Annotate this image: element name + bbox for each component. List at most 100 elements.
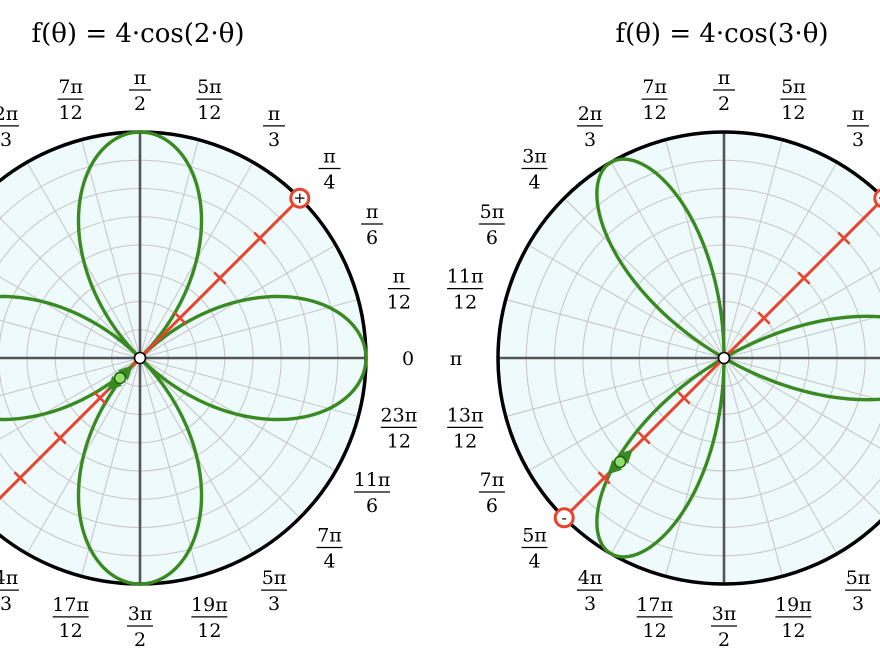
angle-label-numerator: 11π: [354, 469, 391, 491]
rose-curve: [0, 130, 368, 586]
angle-label: 7π6: [478, 469, 505, 517]
angle-label: 2π3: [577, 103, 603, 151]
angle-label-denominator: 3: [0, 593, 12, 615]
ray-tick: [13, 471, 27, 485]
angle-label-numerator: π: [366, 201, 379, 223]
angle-label-numerator: 7π: [58, 76, 83, 98]
angle-label-denominator: 3: [584, 593, 596, 615]
ray-tick: [597, 471, 611, 485]
plot-title: f(θ) = 4·cos(3·θ): [616, 19, 829, 49]
angle-label-numerator: π: [134, 67, 147, 89]
grid-spoke: [723, 357, 880, 449]
origin-point: [133, 351, 147, 365]
angle-label-denominator: 4: [323, 171, 335, 193]
grid-spoke: [723, 315, 880, 359]
angle-label-numerator: 5π: [522, 525, 547, 547]
angle-label: 4π3: [0, 567, 19, 615]
angle-label-denominator: 12: [453, 430, 477, 452]
grid-spoke: [505, 357, 725, 418]
angle-label-numerator: 2π: [0, 103, 18, 125]
angle-label: π2: [129, 67, 151, 115]
angle-label-denominator: 12: [59, 102, 83, 124]
angle-label-denominator: 2: [718, 629, 730, 651]
angle-label: π: [450, 348, 463, 370]
angle-label: 4π3: [577, 567, 603, 615]
angle-label-numerator: 7π: [480, 469, 505, 491]
polar-plot-cos2: +-0π12π6π4π35π12π27π122π34π317π123π219π1…: [0, 19, 417, 651]
angle-label-denominator: 4: [323, 551, 335, 573]
angle-label: π3: [263, 103, 285, 151]
tracer-arrow: [618, 449, 633, 464]
angle-label: π6: [361, 201, 384, 249]
angle-label-numerator: 4π: [0, 567, 18, 589]
angle-label-value: 0: [402, 348, 414, 370]
ray-plus-marker: [873, 188, 880, 208]
angle-label-denominator: 3: [584, 129, 596, 151]
angle-label-value: π: [450, 348, 463, 370]
ray-tick: [253, 231, 267, 245]
angle-label: π3: [847, 103, 869, 151]
ray-tick: [797, 271, 811, 285]
grid-spoke: [723, 139, 784, 359]
angle-label-numerator: 5π: [197, 76, 222, 98]
angle-label-denominator: 2: [134, 93, 146, 115]
ray-endpoint-label: +: [878, 189, 880, 207]
angle-label-denominator: 12: [387, 430, 411, 452]
angle-label-numerator: 17π: [52, 594, 89, 616]
angle-label: 5π3: [845, 567, 871, 615]
ray-endpoint-label: -: [561, 509, 566, 527]
angle-label-numerator: 23π: [381, 404, 418, 426]
angle-label-denominator: 2: [134, 629, 146, 651]
grid-spoke: [505, 298, 725, 359]
angle-label-denominator: 2: [718, 93, 730, 115]
angle-label-denominator: 12: [197, 102, 221, 124]
angle-label: 2π3: [0, 103, 19, 151]
plot-title: f(θ) = 4·cos(2·θ): [32, 19, 245, 49]
grid-spoke: [80, 139, 141, 359]
angle-label: 5π6: [478, 201, 505, 249]
ray-tick: [173, 311, 187, 325]
grid-spoke: [723, 162, 838, 359]
polar-plot-cos3: +-π35π12π27π122π33π45π611π12π13π127π65π4…: [447, 19, 880, 651]
angle-label: 5π4: [521, 525, 548, 573]
angle-label-denominator: 6: [486, 495, 498, 517]
tracer-arrow: [107, 375, 123, 391]
angle-label-numerator: 7π: [317, 525, 342, 547]
angle-label-denominator: 6: [486, 227, 498, 249]
origin-point: [717, 351, 731, 365]
grid-spoke: [0, 319, 141, 359]
ray-tick: [837, 231, 851, 245]
rose-curve: [595, 157, 880, 559]
angle-label-denominator: 3: [852, 593, 864, 615]
angle-label-denominator: 12: [643, 620, 667, 642]
angle-label-numerator: 19π: [775, 594, 812, 616]
angle-label-denominator: 12: [453, 292, 477, 314]
angle-label-denominator: 12: [59, 620, 83, 642]
grid-spoke: [139, 298, 359, 359]
angle-label-numerator: 13π: [447, 404, 484, 426]
grid-spoke: [139, 357, 200, 577]
ray-tick: [213, 271, 227, 285]
angle-label: 3π2: [711, 603, 737, 651]
tracer-point: [613, 455, 627, 469]
grid-spoke: [139, 139, 200, 359]
angle-label-numerator: 5π: [781, 76, 806, 98]
angle-label: 5π3: [261, 567, 287, 615]
angle-label-denominator: 4: [528, 171, 540, 193]
angle-label-denominator: 12: [781, 620, 805, 642]
ray-endpoint-label: +: [294, 189, 307, 207]
angle-label-denominator: 3: [268, 593, 280, 615]
angle-label: 7π4: [316, 525, 343, 573]
polar-rim: [496, 130, 880, 586]
angle-label-denominator: 12: [781, 102, 805, 124]
ray-tick: [637, 431, 651, 445]
ray-tick: [53, 431, 67, 445]
